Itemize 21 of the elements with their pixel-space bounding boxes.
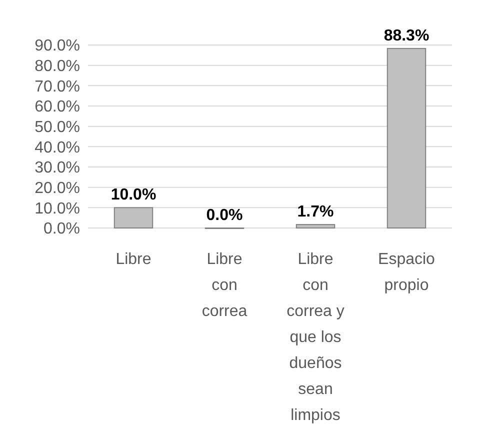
bar [114,207,154,228]
y-tick-label: 10.0% [34,200,80,218]
y-tick-label: 20.0% [34,180,80,197]
y-tick-label: 0.0% [44,220,80,238]
bar [386,48,426,228]
data-label: 10.0% [110,186,156,204]
x-tick-label: Libre con correa y que los dueños sean limpios [286,251,344,424]
y-tick-label: 60.0% [34,98,80,116]
y-tick-label: 80.0% [34,58,80,75]
x-tick-label: Espacio propio [378,251,436,294]
x-tick-label: Libre [116,251,152,268]
y-tick-label: 50.0% [34,118,80,136]
data-label: 1.7% [297,204,334,221]
y-tick-label: 70.0% [34,78,80,96]
y-tick-label: 90.0% [34,38,80,55]
data-label: 0.0% [206,207,243,224]
y-tick-label: 40.0% [34,139,80,156]
data-label: 88.3% [384,27,430,44]
bar [296,224,336,228]
x-tick-label: Libre con correa [202,251,248,320]
y-tick-label: 30.0% [34,160,80,177]
